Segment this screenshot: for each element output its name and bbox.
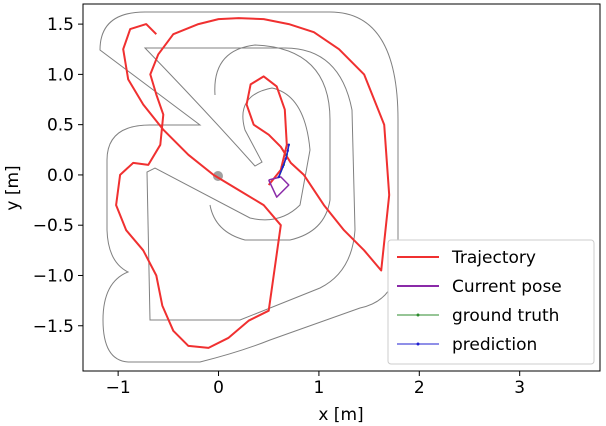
legend-marker-ground-truth bbox=[416, 313, 420, 317]
y-tick-label: −1.0 bbox=[33, 266, 74, 286]
series-point-prediction bbox=[284, 157, 287, 161]
y-tick-label: 0.5 bbox=[47, 116, 74, 136]
track-outline bbox=[99, 11, 399, 363]
y-tick-label: 1.0 bbox=[47, 65, 74, 85]
series-point-prediction bbox=[286, 149, 289, 152]
x-tick-label: 3 bbox=[514, 378, 525, 398]
series-point-prediction bbox=[277, 175, 280, 179]
series-layer bbox=[115, 17, 391, 349]
y-tick-label: 1.5 bbox=[47, 15, 74, 35]
track-center-island bbox=[209, 44, 331, 241]
y-axis-label: y [m] bbox=[3, 165, 23, 210]
series-line-trajectory bbox=[115, 17, 391, 349]
track-inner-boundary bbox=[143, 47, 356, 321]
series-point-prediction bbox=[281, 165, 284, 169]
x-tick-label: −1 bbox=[106, 378, 131, 398]
track-outer-boundary bbox=[99, 11, 399, 363]
legend-label-ground-truth: ground truth bbox=[452, 306, 559, 326]
y-tick-label: −0.5 bbox=[33, 216, 74, 236]
legend-label-trajectory: Trajectory bbox=[451, 248, 536, 268]
x-tick-label: 2 bbox=[414, 378, 425, 398]
legend-marker-prediction bbox=[416, 342, 420, 346]
legend: Trajectory Current pose ground truth predic… bbox=[387, 239, 595, 365]
series-point-prediction bbox=[287, 143, 290, 146]
ticks: −1 0 1 2 3 −1.5 −1.0 −0.5 0.0 0.5 1.0 1.5 bbox=[33, 15, 525, 398]
legend-label-prediction: prediction bbox=[452, 335, 537, 355]
y-tick-label: −1.5 bbox=[33, 317, 74, 337]
x-axis-label: x [m] bbox=[318, 405, 363, 425]
legend-label-current-pose: Current pose bbox=[452, 277, 562, 297]
y-tick-label: 0.0 bbox=[47, 166, 74, 186]
legend-box bbox=[387, 239, 595, 365]
x-tick-label: 0 bbox=[213, 378, 224, 398]
series-line-current-pose bbox=[268, 176, 290, 198]
plot-frame bbox=[82, 3, 601, 372]
x-tick-label: 1 bbox=[313, 378, 324, 398]
